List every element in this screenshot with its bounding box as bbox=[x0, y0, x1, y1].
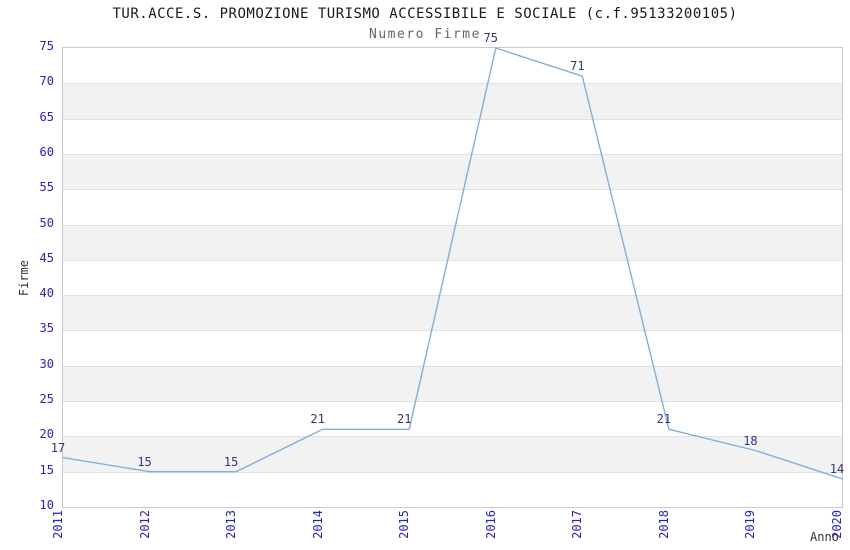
gridline bbox=[63, 83, 842, 85]
y-tick-75: 75 bbox=[39, 39, 54, 53]
gridline bbox=[63, 153, 842, 155]
chart-subtitle: Numero Firme bbox=[369, 27, 481, 42]
data-label-2018: 21 bbox=[656, 412, 672, 427]
y-tick-20: 20 bbox=[39, 427, 54, 442]
gridline bbox=[63, 224, 842, 226]
gridline bbox=[63, 471, 842, 473]
data-label-2012: 15 bbox=[137, 454, 152, 469]
background-band bbox=[63, 153, 842, 190]
y-tick-55: 55 bbox=[39, 180, 54, 195]
x-tick-2015: 2015 bbox=[397, 510, 412, 539]
x-tick-2012: 2012 bbox=[137, 510, 152, 539]
x-tick-2016: 2016 bbox=[483, 510, 498, 539]
background-band bbox=[63, 224, 842, 260]
y-tick-30: 30 bbox=[39, 356, 54, 371]
line-series bbox=[62, 47, 843, 480]
plot-area: 17 15 15 21 21 75 71 21 18 14 bbox=[51, 32, 845, 508]
chart-title: TUR.ACCE.S. PROMOZIONE TURISMO ACCESSIBI… bbox=[112, 6, 738, 22]
y-tick-25: 25 bbox=[39, 392, 54, 407]
data-label-2014: 21 bbox=[310, 412, 325, 427]
gridline bbox=[63, 295, 842, 297]
x-tick-2018: 2018 bbox=[656, 510, 671, 539]
data-label-2020: 14 bbox=[829, 461, 845, 476]
gridline bbox=[63, 401, 842, 403]
background-band bbox=[63, 365, 842, 402]
gridline bbox=[63, 259, 842, 261]
firme-line bbox=[62, 47, 843, 480]
x-axis-title: Anno bbox=[810, 530, 839, 544]
y-tick-40: 40 bbox=[39, 286, 54, 301]
data-label-2017: 71 bbox=[570, 59, 585, 74]
y-tick-10: 10 bbox=[39, 498, 54, 512]
gridline bbox=[63, 118, 842, 120]
background-band bbox=[63, 83, 842, 119]
gridline bbox=[63, 436, 842, 438]
x-tick-2017: 2017 bbox=[570, 510, 585, 539]
data-label-2019: 18 bbox=[743, 433, 758, 448]
y-tick-35: 35 bbox=[39, 321, 54, 336]
x-tick-2014: 2014 bbox=[310, 510, 325, 539]
x-tick-2013: 2013 bbox=[224, 510, 239, 539]
y-tick-60: 60 bbox=[39, 144, 54, 159]
y-tick-65: 65 bbox=[39, 109, 54, 124]
y-tick-45: 45 bbox=[39, 250, 54, 265]
x-tick-2019: 2019 bbox=[743, 510, 758, 539]
data-label-2013: 15 bbox=[223, 454, 239, 469]
y-tick-70: 70 bbox=[39, 74, 54, 89]
data-label-2015: 21 bbox=[396, 412, 412, 427]
data-label-2016: 75 bbox=[483, 31, 498, 45]
data-label-2011: 17 bbox=[50, 440, 66, 455]
gridline bbox=[63, 330, 842, 332]
background-band bbox=[63, 436, 842, 472]
x-tick-2011: 2011 bbox=[51, 510, 65, 539]
gridline bbox=[63, 189, 842, 191]
y-tick-50: 50 bbox=[39, 215, 54, 230]
y-tick-15: 15 bbox=[39, 462, 54, 477]
background-band bbox=[63, 295, 842, 331]
gridline bbox=[63, 365, 842, 367]
